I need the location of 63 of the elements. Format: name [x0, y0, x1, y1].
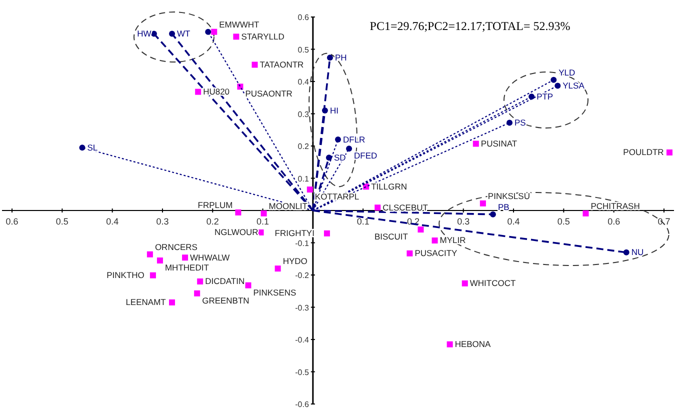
series-label: WT — [177, 28, 190, 39]
annotation: TATAONTR — [260, 59, 304, 70]
annotation: BISCUIT — [374, 232, 408, 242]
y-tick-label: -0.5 — [295, 368, 310, 377]
series-label: DFED — [354, 150, 378, 161]
y-tick-label: -0.2 — [295, 271, 310, 280]
annotation: HYDO — [282, 256, 308, 266]
series-label: SL — [87, 142, 98, 152]
chart-title: PC1=29.76;PC2=12.17;TOTAL= 52.93% — [370, 19, 570, 33]
annotation: MHTHEDIT — [164, 262, 209, 272]
x-tick-label: 0.1 — [256, 216, 270, 226]
y-tick-label: 0.6 — [298, 13, 310, 22]
annotation: PUSACITY — [414, 248, 458, 258]
y-tick-label: 0.2 — [298, 142, 310, 151]
series-label: PTP — [536, 91, 554, 102]
x-tick-label: 0.3 — [457, 216, 470, 226]
series-label: YLD — [558, 67, 576, 78]
series-label: YLSA — [562, 80, 585, 90]
series-label: PB — [498, 202, 510, 212]
x-tick-label: 0.4 — [106, 216, 119, 226]
y-tick-label: -0.1 — [295, 238, 310, 248]
annotation: PINKSLSU — [488, 190, 530, 201]
series-label: PH — [334, 52, 347, 62]
annotation: TILLGRN — [371, 181, 407, 192]
annotation: STARYLLD — [241, 31, 284, 42]
series-label: HI — [330, 105, 338, 116]
annotation: PUSAONTR — [245, 88, 292, 99]
x-tick-label: 0.5 — [56, 216, 68, 226]
y-tick-label: 0.1 — [298, 174, 310, 184]
y-tick-label: 0.4 — [298, 78, 310, 86]
annotation: FRPLUM — [198, 200, 233, 210]
annotation: CLSCEBUT — [382, 202, 428, 212]
annotation: PINKSENS — [253, 287, 297, 298]
x-tick-label: 0.5 — [557, 216, 570, 226]
annotation: PCHITRASH — [590, 200, 640, 211]
annotation: HEBONA — [454, 339, 492, 350]
annotation: GREENBTN — [202, 295, 250, 306]
x-tick-label: 0.6 — [608, 216, 620, 226]
annotation: NGLWOUR — [214, 227, 258, 238]
annotation: DICDATIN — [205, 276, 245, 286]
series-label: NU — [631, 247, 644, 258]
annotation: MYLIR — [440, 235, 466, 246]
y-tick-label: -0.6 — [295, 400, 310, 409]
annotation: LEENAMT — [126, 297, 166, 308]
annotation: WHITCOCT — [470, 278, 516, 288]
series-label: PS — [514, 118, 526, 128]
series-label: SD — [334, 152, 346, 162]
annotation: POULDTR — [623, 147, 664, 158]
annotation: ORNCERS — [154, 242, 198, 252]
y-tick-label: 0.3 — [298, 110, 310, 119]
y-tick-label: 0.5 — [298, 45, 310, 54]
x-tick-label: 0.4 — [507, 216, 520, 226]
x-tick-label: 0.6 — [6, 216, 18, 226]
x-tick-label: 0.3 — [156, 216, 169, 226]
annotation: PINKTHO — [106, 270, 145, 280]
x-tick-label: 0.1 — [356, 216, 370, 226]
x-tick-label: 0.2 — [206, 216, 219, 226]
y-tick-label: -0.4 — [295, 336, 310, 344]
annotation: EMWWHT — [219, 19, 260, 30]
annotation: WHWALW — [190, 252, 230, 262]
annotation: PUSINAT — [480, 138, 518, 148]
series-label: HW — [137, 28, 152, 39]
y-tick-label: -0.3 — [295, 303, 310, 312]
